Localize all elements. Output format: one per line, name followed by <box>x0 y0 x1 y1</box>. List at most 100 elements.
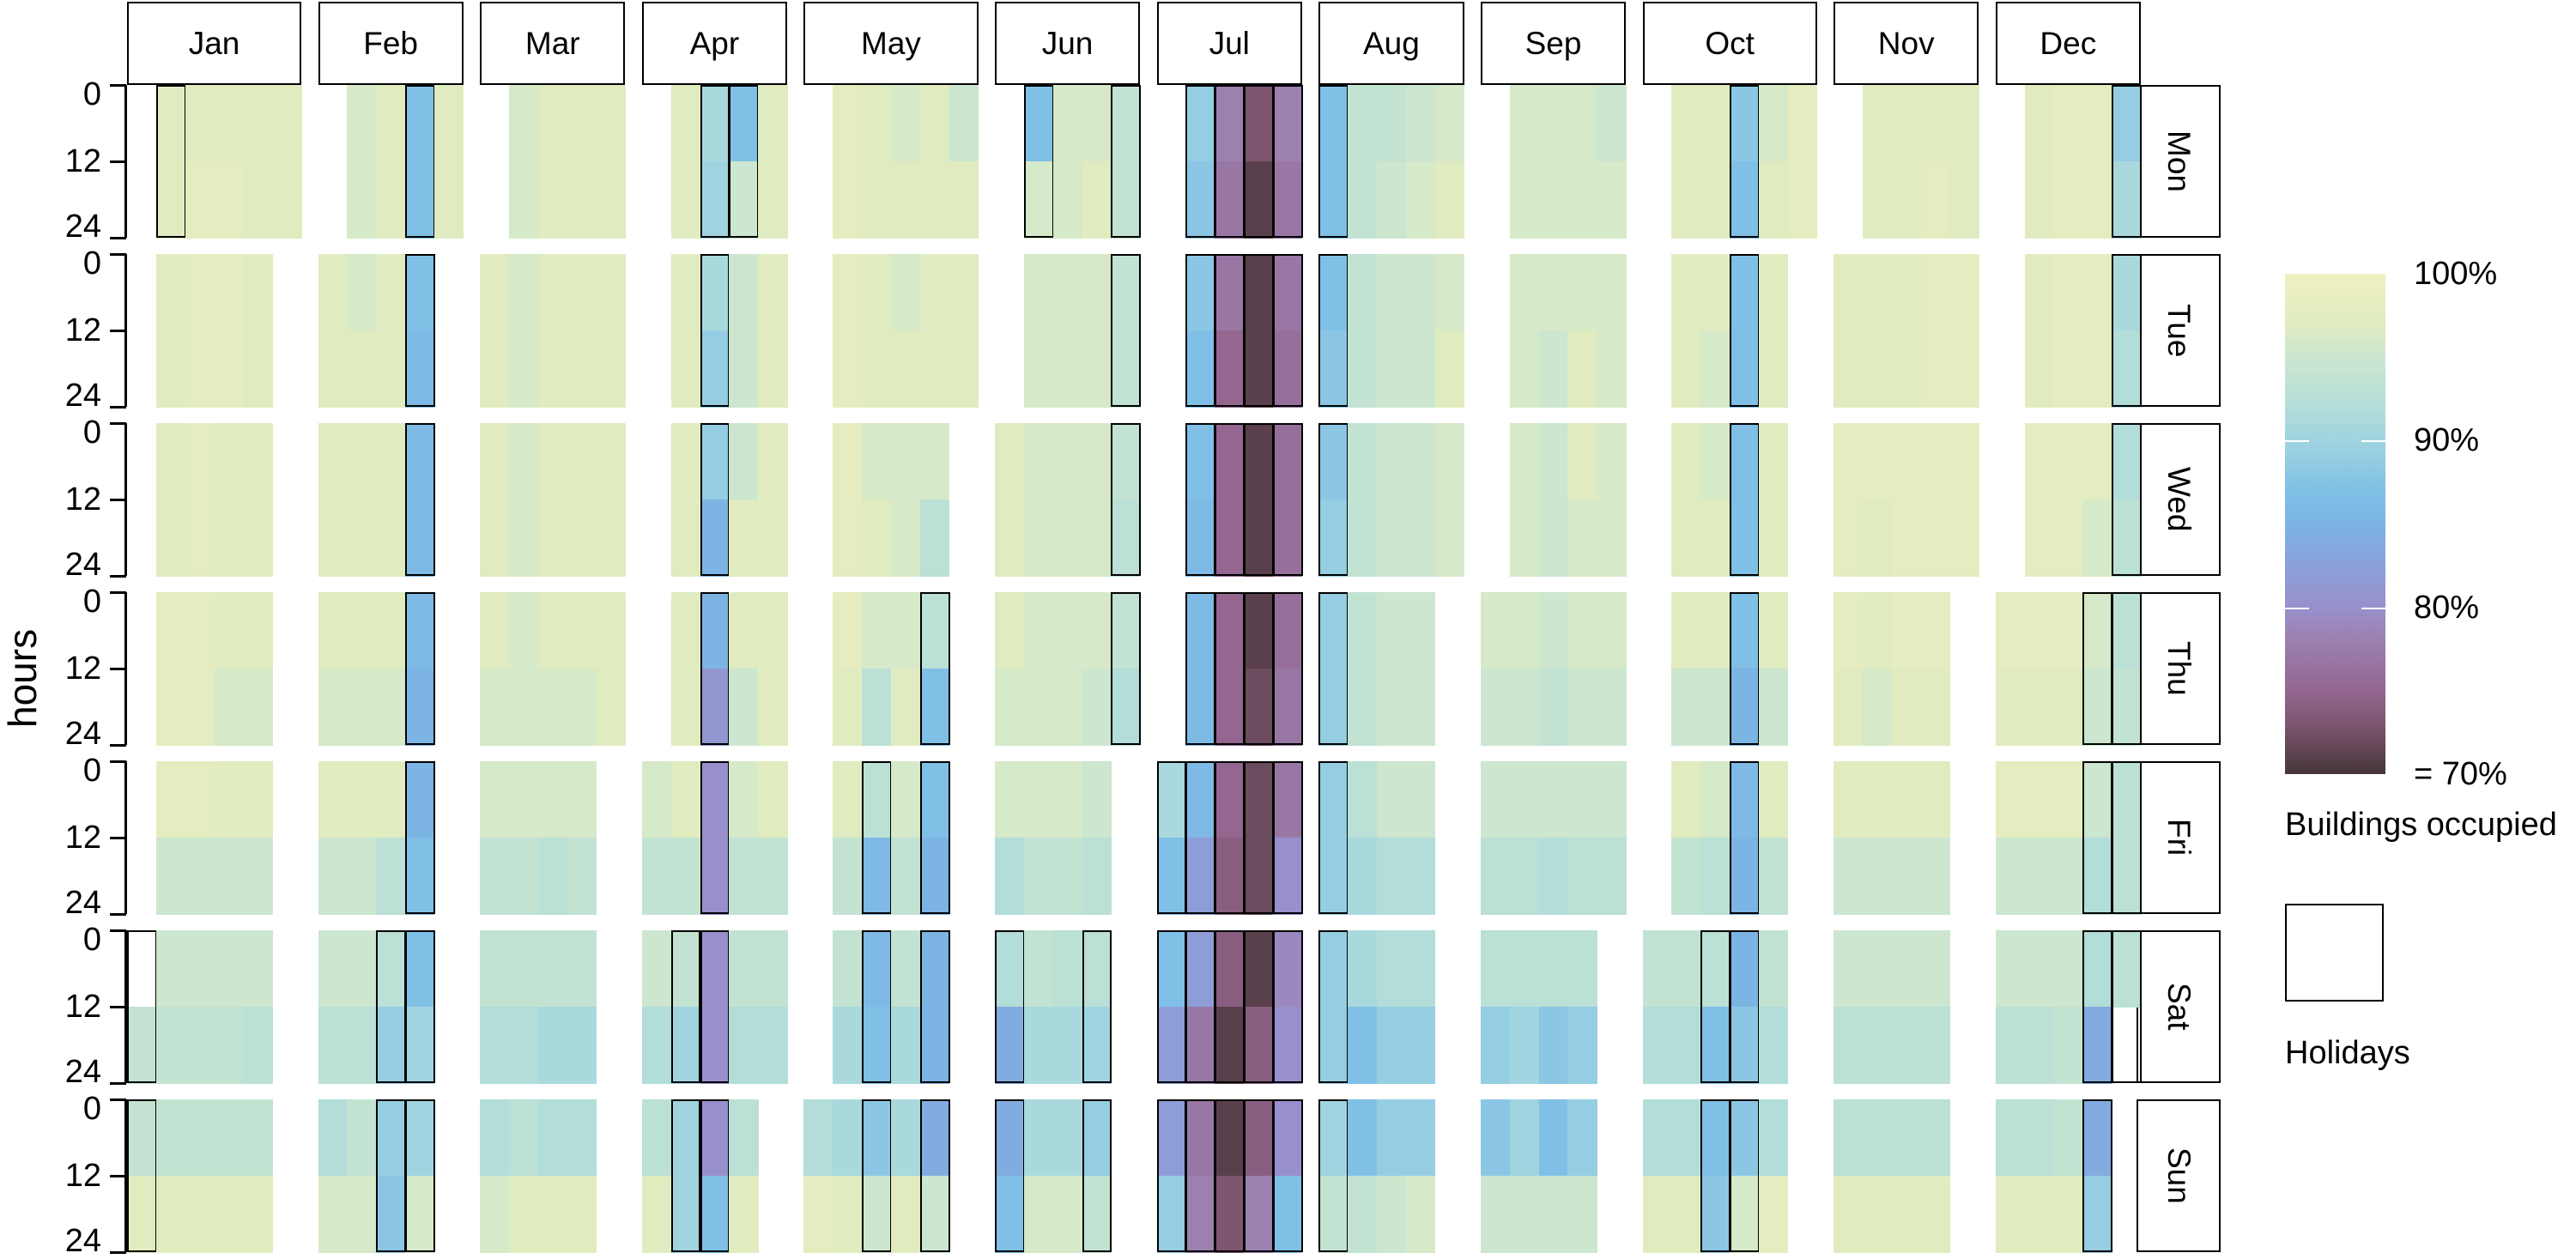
heatmap-cell <box>729 761 759 838</box>
heatmap-cell <box>1376 254 1407 331</box>
heatmap-cell <box>376 592 406 669</box>
heatmap-cell <box>833 499 863 577</box>
holiday-outline <box>1215 423 1246 576</box>
month-header: Jan <box>127 2 302 85</box>
heatmap-cell <box>347 423 377 500</box>
heatmap-cell <box>1700 330 1730 408</box>
holiday-outline <box>405 1099 435 1252</box>
heatmap-cell <box>1348 669 1378 746</box>
heatmap-cell <box>2112 85 2142 162</box>
holiday-outline <box>1318 85 1349 238</box>
y-axis-tick <box>110 913 126 916</box>
heatmap-cell <box>405 669 435 746</box>
heatmap-cell <box>480 499 510 577</box>
heatmap-cell <box>1567 838 1597 915</box>
holiday-outline <box>1273 1099 1303 1252</box>
heatmap-cell <box>1862 85 1893 162</box>
heatmap-cell <box>1348 592 1378 669</box>
heatmap-cell <box>1082 330 1112 408</box>
holiday-outline <box>1244 85 1274 238</box>
heatmap-cell <box>919 1007 950 1084</box>
heatmap-cell <box>729 838 759 915</box>
y-axis-tick <box>110 1006 126 1008</box>
heatmap-cell <box>1111 423 1141 500</box>
heatmap-cell <box>1920 669 1951 746</box>
heatmap-cell <box>1567 761 1597 838</box>
heatmap-cell <box>891 161 921 239</box>
heatmap-cell <box>919 669 950 746</box>
heatmap-cell <box>700 761 730 838</box>
heatmap-cell <box>127 1007 157 1084</box>
heatmap-cell <box>1185 669 1215 746</box>
heatmap-cell <box>2112 669 2142 746</box>
heatmap-cell <box>949 330 979 408</box>
heatmap-cell <box>1185 761 1215 838</box>
heatmap-cell <box>1273 1099 1303 1177</box>
heatmap-cell <box>318 330 348 408</box>
heatmap-cell <box>1480 1007 1511 1084</box>
heatmap-cell <box>318 1099 348 1177</box>
heatmap-cell <box>2082 761 2112 838</box>
heatmap-cell <box>1434 85 1465 162</box>
heatmap-cell <box>1376 161 1407 239</box>
heatmap-cell <box>1700 669 1730 746</box>
heatmap-cell <box>347 330 377 408</box>
heatmap-cell <box>1376 499 1407 577</box>
month-header: May <box>803 2 979 85</box>
heatmap-cell <box>862 330 892 408</box>
holiday-outline <box>2112 930 2142 1083</box>
heatmap-cell <box>405 161 435 239</box>
heatmap-cell <box>891 761 921 838</box>
heatmap-cell <box>729 1007 759 1084</box>
heatmap-cell <box>155 838 186 915</box>
heatmap-cell <box>1730 761 1760 838</box>
heatmap-cell <box>729 161 759 239</box>
heatmap-cell <box>318 930 348 1008</box>
heatmap-cell <box>1052 1007 1083 1084</box>
heatmap-cell <box>1480 669 1511 746</box>
colorbar-tick-mark <box>2285 607 2309 609</box>
heatmap-cell <box>567 499 597 577</box>
heatmap-cell <box>1538 85 1569 162</box>
colorbar-tick-mark <box>2285 440 2309 443</box>
heatmap-cell <box>155 1007 186 1084</box>
heatmap-cell <box>1834 254 1864 331</box>
heatmap-cell <box>376 330 406 408</box>
heatmap-cell <box>214 1007 244 1084</box>
holiday-outline <box>2112 85 2142 238</box>
heatmap-cell <box>2112 499 2142 577</box>
y-tick-label: 0 <box>82 415 101 451</box>
heatmap-cell <box>1023 1176 1054 1253</box>
heatmap-cell <box>758 423 788 500</box>
holiday-outline <box>405 85 435 238</box>
heatmap-cell <box>833 669 863 746</box>
heatmap-cell <box>1318 85 1349 162</box>
weekday-label-box: Mon <box>2137 85 2221 238</box>
heatmap-cell <box>1244 499 1274 577</box>
y-tick-label: 12 <box>64 1158 101 1194</box>
heatmap-cell <box>729 499 759 577</box>
heatmap-cell <box>1862 1007 1893 1084</box>
heatmap-cell <box>596 423 626 500</box>
heatmap-cell <box>347 499 377 577</box>
heatmap-cell <box>1111 592 1141 669</box>
heatmap-cell <box>1082 592 1112 669</box>
heatmap-cell <box>405 592 435 669</box>
heatmap-cell <box>155 85 186 162</box>
heatmap-cell <box>2024 1007 2054 1084</box>
heatmap-cell <box>567 1007 597 1084</box>
y-tick-label: 0 <box>82 245 101 281</box>
heatmap-cell <box>214 592 244 669</box>
heatmap-cell <box>1995 669 2026 746</box>
heatmap-cell <box>2024 1176 2054 1253</box>
holiday-outline <box>1185 930 1216 1083</box>
heatmap-cell <box>1509 85 1540 162</box>
holiday-outline <box>2082 761 2113 914</box>
heatmap-cell <box>2024 85 2054 162</box>
heatmap-cell <box>1862 592 1893 669</box>
heatmap-cell <box>862 761 892 838</box>
heatmap-cell <box>243 930 273 1008</box>
heatmap-cell <box>596 254 626 331</box>
heatmap-cell <box>405 330 435 408</box>
heatmap-cell <box>1509 330 1540 408</box>
